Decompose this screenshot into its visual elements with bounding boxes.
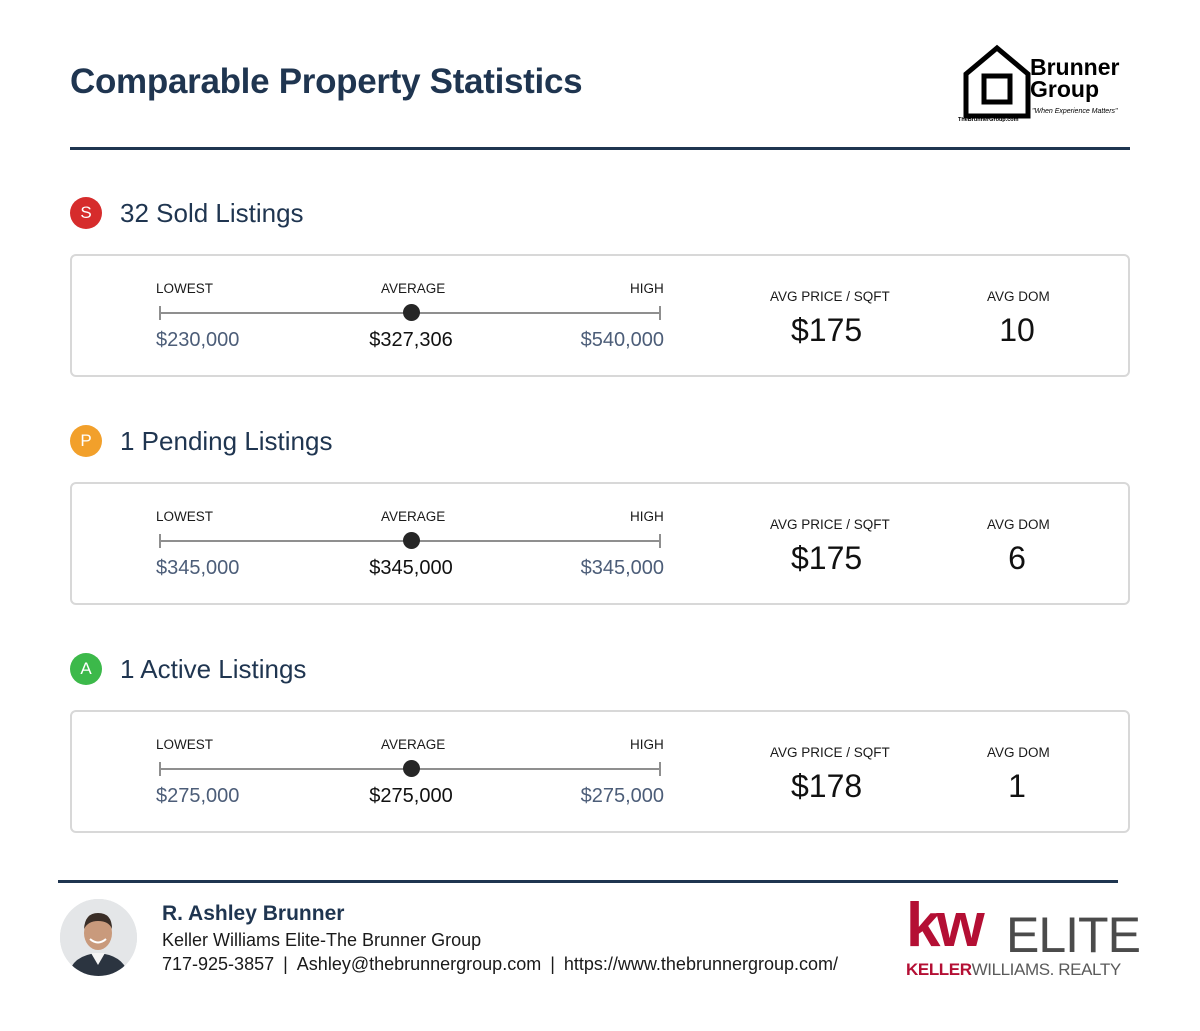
keller-text: KELLER [906, 960, 972, 979]
avg-dom-label: AVG DOM [987, 745, 1050, 760]
avg-dom-value: 6 [1008, 540, 1026, 576]
high-label: HIGH [630, 509, 664, 524]
avg-price-sqft-label: AVG PRICE / SQFT [770, 745, 890, 760]
range-end-tick [659, 306, 661, 320]
logo-name: Brunner Group [1030, 54, 1120, 102]
kw-elite-wordmark: ELITE [1006, 907, 1141, 963]
range-start-tick [159, 534, 161, 548]
header-divider [70, 147, 1130, 150]
agent-avatar [60, 899, 137, 976]
section-title: 1 Pending Listings [120, 426, 333, 456]
agent-contact-line: 717-925-3857 | Ashley@thebrunnergroup.com |… [162, 954, 838, 975]
section-title: 32 Sold Listings [120, 198, 304, 228]
range-end-tick [659, 762, 661, 776]
avg-dom-label: AVG DOM [987, 517, 1050, 532]
keller-williams-wordmark: KELLERWILLIAMS. REALTY [906, 960, 1121, 980]
contact-separator: | [550, 954, 555, 974]
lowest-label: LOWEST [156, 509, 214, 524]
footer-divider [58, 880, 1118, 883]
high-label: HIGH [630, 281, 664, 296]
logo-url: TheBrunnerGroup.com [958, 117, 1019, 123]
brunner-group-logo [958, 44, 1138, 128]
avg-dom-value: 10 [999, 312, 1035, 348]
contact-separator: | [283, 954, 288, 974]
section-title: 1 Active Listings [120, 654, 307, 684]
average-label: AVERAGE [381, 509, 446, 524]
status-badge: A [70, 653, 102, 685]
agent-company: Keller Williams Elite-The Brunner Group [162, 930, 482, 950]
stats-card: LOWEST AVERAGE HIGH $345,000 $345,000 $3… [70, 482, 1130, 605]
lowest-label: LOWEST [156, 281, 214, 296]
logo-tagline: "When Experience Matters" [1032, 108, 1118, 115]
stats-card: LOWEST AVERAGE HIGH $230,000 $327,306 $5… [70, 254, 1130, 377]
average-marker [402, 760, 420, 777]
average-marker [402, 304, 420, 321]
avg-price-sqft-value: $175 [791, 540, 863, 576]
stats-card: LOWEST AVERAGE HIGH $275,000 $275,000 $2… [70, 710, 1130, 833]
agent-photo-icon [60, 899, 137, 976]
high-value: $275,000 [580, 785, 664, 807]
average-value: $345,000 [369, 557, 453, 579]
house-logo-icon [963, 44, 1031, 119]
kw-logo-mark: kw [906, 891, 985, 960]
range-end-tick [659, 534, 661, 548]
page-title: Comparable Property Statistics [70, 62, 583, 101]
williams-text: WILLIAMS. REALTY [971, 960, 1122, 979]
average-value: $327,306 [369, 329, 453, 351]
average-label: AVERAGE [381, 737, 446, 752]
high-value: $345,000 [580, 557, 664, 579]
avg-price-sqft-value: $175 [791, 312, 863, 348]
range-start-tick [159, 306, 161, 320]
agent-phone[interactable]: 717-925-3857 [162, 954, 275, 974]
lowest-value: $230,000 [156, 329, 240, 351]
avg-price-sqft-value: $178 [791, 768, 863, 804]
avg-price-sqft-label: AVG PRICE / SQFT [770, 289, 890, 304]
agent-email[interactable]: Ashley@thebrunnergroup.com [296, 954, 542, 974]
avg-dom-value: 1 [1008, 768, 1026, 804]
avg-dom-label: AVG DOM [987, 289, 1050, 304]
status-badge: S [70, 197, 102, 229]
lowest-label: LOWEST [156, 737, 214, 752]
agent-website-link[interactable]: https://www.thebrunnergroup.com/ [563, 954, 839, 974]
high-label: HIGH [630, 737, 664, 752]
range-start-tick [159, 762, 161, 776]
high-value: $540,000 [580, 329, 664, 351]
agent-name: R. Ashley Brunner [162, 902, 345, 925]
status-badge: P [70, 425, 102, 457]
lowest-value: $275,000 [156, 785, 240, 807]
average-marker [402, 532, 420, 549]
average-value: $275,000 [369, 785, 453, 807]
average-label: AVERAGE [381, 281, 446, 296]
avg-price-sqft-label: AVG PRICE / SQFT [770, 517, 890, 532]
lowest-value: $345,000 [156, 557, 240, 579]
